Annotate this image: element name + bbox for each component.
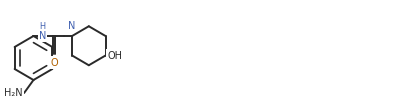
Text: OH: OH xyxy=(107,51,122,60)
Text: N: N xyxy=(68,21,76,30)
Text: H₂N: H₂N xyxy=(4,88,23,98)
Text: N: N xyxy=(39,31,46,41)
Text: H: H xyxy=(39,21,45,30)
Text: O: O xyxy=(50,57,58,68)
